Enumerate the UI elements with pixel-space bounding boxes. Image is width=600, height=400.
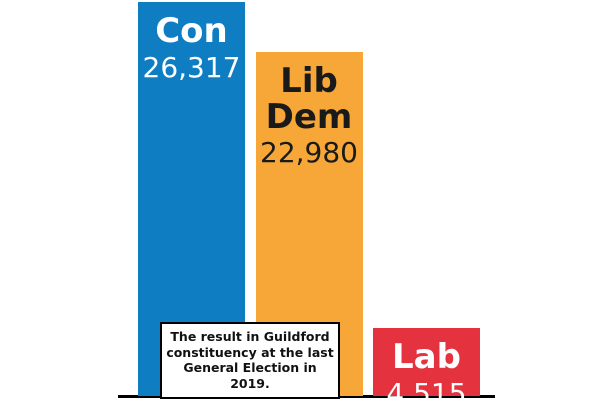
bar: Lab 4,515 xyxy=(373,328,480,400)
annotation: The result in Guildford constituency at … xyxy=(160,322,340,399)
category-label: Lib Dem xyxy=(265,60,353,137)
category-label: Con xyxy=(155,11,228,51)
value-label: 26,317 xyxy=(142,50,241,84)
value-label: 22,980 xyxy=(260,136,358,170)
category-label: Lab xyxy=(392,337,461,378)
value-label: 4,515 xyxy=(386,377,467,400)
